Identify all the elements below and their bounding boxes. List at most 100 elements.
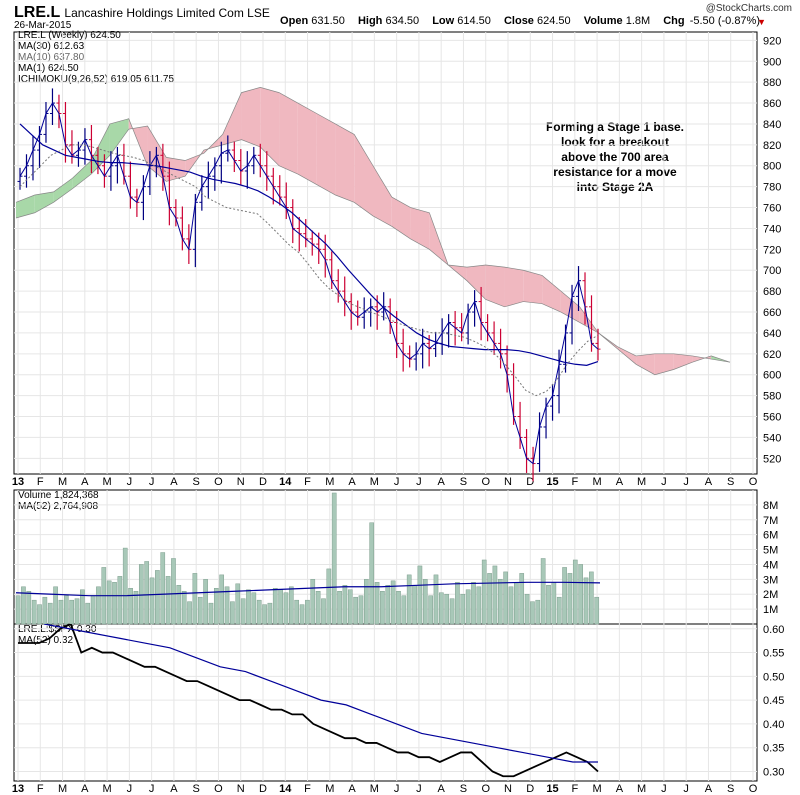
volume-bar [278, 589, 283, 625]
volume-bar [80, 589, 85, 625]
x-tick-label-bottom: J [149, 783, 155, 795]
volume-bar [224, 586, 230, 625]
x-tick-label: 15 [546, 476, 558, 488]
x-tick-label-bottom: N [237, 783, 245, 795]
x-tick-label-bottom: M [103, 783, 112, 795]
volume-bar [235, 583, 241, 625]
legend-price: LRE.L (Weekly) 624.50 [18, 30, 121, 41]
volume-bar [481, 559, 487, 625]
volume-bar [176, 585, 182, 625]
x-tick-label: J [661, 476, 667, 488]
volume-bar [385, 585, 391, 625]
volume-bar [572, 559, 578, 625]
ichimoku-cloud-segment [109, 118, 129, 156]
volume-bar [406, 574, 412, 625]
x-tick-label-bottom: 15 [546, 783, 558, 795]
ticker: LRE.L Lancashire Holdings Limited Com LS… [14, 4, 270, 21]
volume-bar [519, 573, 525, 625]
volume-bar [294, 599, 300, 625]
volume-bar [310, 579, 316, 625]
x-tick-label: M [593, 476, 602, 488]
volume-bar [144, 561, 149, 625]
volume-bar [524, 593, 530, 625]
x-tick-label: N [504, 476, 512, 488]
volume-bar [171, 558, 176, 625]
volume-bar [422, 579, 428, 625]
volume-bar [138, 564, 144, 625]
volume-bar [74, 598, 80, 625]
ma30-line [19, 123, 599, 366]
x-tick-label: S [460, 476, 467, 488]
x-tick-label-bottom: O [214, 783, 223, 795]
x-tick-label: J [127, 476, 133, 488]
x-tick-label-bottom: D [259, 783, 267, 795]
ratio-tick-label: 0.40 [763, 719, 784, 731]
x-tick-label-bottom: M [637, 783, 646, 795]
legend-ichimoku: ICHIMOKU(9,26,52) 619.05 611.75 [18, 74, 175, 85]
volume-bar [240, 598, 246, 625]
x-tick-label: F [571, 476, 578, 488]
panel-frame-2 [13, 623, 758, 782]
x-tick-label: A [616, 476, 624, 488]
volume-bar [594, 596, 600, 625]
price-tick-label: 600 [763, 370, 781, 382]
volume-tick-label: 2M [763, 589, 778, 601]
x-tick-label-bottom: M [325, 783, 334, 795]
x-tick-label: M [637, 476, 646, 488]
ichimoku-cloud-segment [354, 134, 373, 216]
volume-bar [551, 582, 557, 625]
volume-bar [96, 586, 101, 625]
volume-bar [117, 576, 123, 625]
down-arrow-icon: ▼ [757, 17, 766, 27]
x-tick-label: J [416, 476, 422, 488]
x-tick-label: A [170, 476, 178, 488]
volume-bar [122, 547, 128, 625]
volume-bar [578, 564, 583, 625]
volume-bar [417, 565, 423, 625]
ichimoku-cloud-segment [34, 191, 54, 213]
ratio-tick-label: 0.30 [763, 766, 784, 778]
legend-vol-ma: MA(52) 2,764,908 [18, 501, 99, 512]
price-tick-label: 780 [763, 182, 781, 194]
price-tick-label: 920 [763, 35, 781, 47]
volume-tick-label: 8M [763, 500, 778, 512]
ratio-tick-label: 0.50 [763, 671, 784, 683]
volume-bar [63, 595, 69, 625]
volume-bar [208, 602, 214, 625]
volume-bar [21, 586, 26, 625]
x-tick-label-bottom: S [727, 783, 734, 795]
volume-bar [556, 596, 562, 625]
ichimoku-cloud-segment [53, 178, 73, 203]
price-tick-label: 660 [763, 307, 781, 319]
x-tick-label-bottom: F [37, 783, 44, 795]
volume-bar [583, 577, 589, 625]
x-tick-label-bottom: D [526, 783, 534, 795]
price-tick-label: 680 [763, 286, 781, 298]
price-tick-label: 560 [763, 412, 781, 424]
volume-bar [31, 599, 37, 625]
company-name: Lancashire Holdings Limited Com LSE [64, 6, 270, 20]
ichimoku-cloud-segment [654, 353, 674, 375]
price-tick-label: 620 [763, 349, 781, 361]
x-tick-label-bottom: M [593, 783, 602, 795]
price-legend: LRE.L (Weekly) 624.50 MA(30) 612.63 MA(1… [18, 30, 174, 85]
ma1-line [19, 102, 599, 465]
x-tick-label-bottom: A [81, 783, 89, 795]
ichimoku-cloud-segment [222, 92, 242, 145]
panel-frame-0 [13, 31, 758, 475]
volume-tick-label: 5M [763, 545, 778, 557]
volume-bar [203, 579, 208, 625]
price-tick-label: 520 [763, 453, 781, 465]
price-tick-label: 880 [763, 77, 781, 89]
volume-bar [535, 599, 541, 625]
price-tick-label: 580 [763, 391, 781, 403]
x-tick-label-bottom: 13 [12, 783, 24, 795]
ratio-ma-line [43, 624, 598, 763]
price-tick-label: 900 [763, 56, 781, 68]
ichimoku-span-a [15, 118, 731, 376]
volume-bar [444, 593, 450, 625]
legend-ma30: MA(30) 612.63 [18, 41, 85, 52]
volume-bar [331, 492, 337, 625]
volume-bar [396, 590, 401, 625]
